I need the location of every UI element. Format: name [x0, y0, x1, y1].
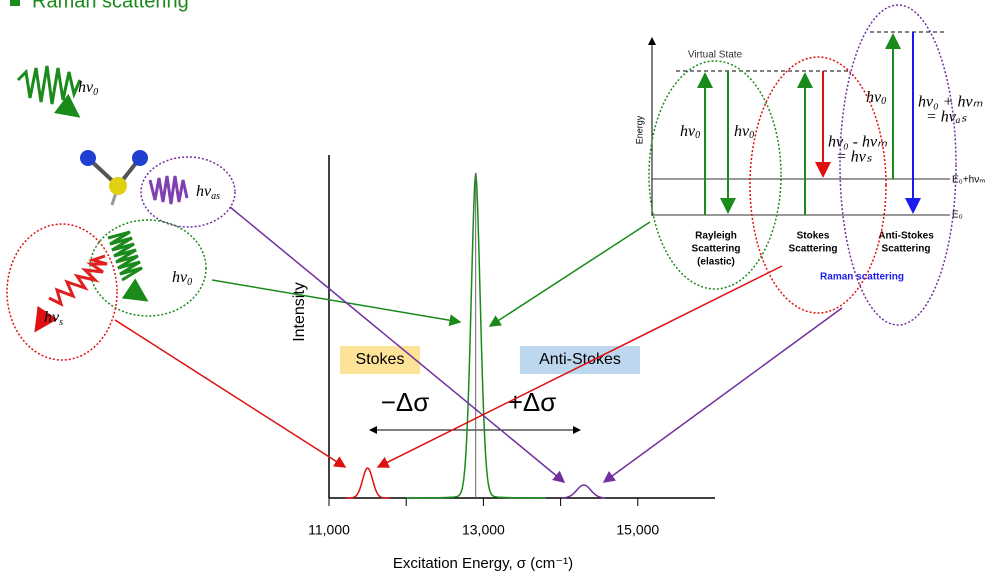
peak [561, 484, 606, 499]
hv: hν [44, 309, 60, 326]
anti-stokes-circle [140, 156, 236, 228]
rayleigh-wave [107, 230, 143, 282]
minus-shift: −Δσ [381, 387, 430, 417]
formula: hν₀ + hνₘ [918, 94, 983, 111]
hv: hν [196, 183, 212, 200]
caption: (elastic) [697, 257, 735, 268]
stokes-circle [6, 223, 118, 361]
rayleigh-circle [89, 219, 207, 317]
stokes-arrow [34, 305, 58, 333]
incident-label: hν0 [78, 79, 98, 99]
plus-shift: +Δσ [508, 387, 557, 417]
caption: Scattering [692, 244, 741, 255]
caption: Stokes [797, 231, 830, 242]
formula: = hνₐₛ [926, 109, 968, 126]
level-label: E₀+hνₘ [952, 175, 985, 186]
connector [114, 319, 347, 468]
hv-sub: 0 [93, 87, 98, 98]
hv-label: hν0 [734, 123, 754, 142]
peak [345, 467, 390, 499]
stokes-wave [48, 254, 108, 307]
hv-sub: 0 [695, 130, 700, 141]
anti-stokes-box [520, 346, 640, 374]
connector [211, 279, 462, 327]
stokes-box [340, 346, 420, 374]
connector [229, 206, 566, 483]
incident-wave [16, 65, 82, 105]
y-axis-label: Intensity [291, 282, 308, 342]
formula: = hνₛ [836, 149, 873, 166]
energy-diagram: Energy Virtual State E₀+hνₘ E₀ hν0 hν0 h… [634, 4, 985, 326]
hv-sub: 0 [881, 96, 886, 107]
hv-sub: 0 [187, 277, 192, 288]
stokes-label: hνs [44, 309, 63, 329]
hv: hν [866, 89, 882, 106]
hv: hν [78, 79, 94, 96]
title: Raman scattering [32, 0, 189, 12]
connector [376, 265, 783, 468]
stokes-label: Stokes [356, 351, 405, 368]
rayleigh-circle [648, 60, 782, 290]
caption: Scattering [882, 244, 931, 255]
spectrum: Intensity Excitation Energy, σ (cm⁻¹) St… [291, 155, 715, 572]
x-tick-label: 15,000 [616, 522, 659, 538]
anti-stokes-circle [839, 4, 957, 326]
hv-sub: 0 [749, 130, 754, 141]
hv-label: hν0 [866, 89, 886, 108]
hv: hν [680, 123, 696, 140]
rayleigh-arrow [121, 278, 149, 302]
atom [80, 150, 96, 166]
hv-label: hν0 [680, 123, 700, 142]
formula: hν₀ - hνₘ [828, 134, 887, 151]
atom [132, 150, 148, 166]
x-tick-label: 13,000 [462, 522, 505, 538]
x-axis-label: Excitation Energy, σ (cm⁻¹) [393, 555, 573, 572]
anti-stokes-wave [148, 175, 189, 205]
anti-stokes-label: hνas [196, 183, 220, 203]
atom [109, 177, 127, 195]
level-label: E₀ [952, 210, 963, 221]
caption: Anti-Stokes [878, 231, 934, 242]
incident-arrow [53, 93, 81, 118]
caption: Scattering [789, 244, 838, 255]
virtual-state-label: Virtual State [688, 50, 743, 61]
x-tick-label: 11,000 [308, 522, 350, 538]
anti-stokes-label: Anti-Stokes [539, 351, 621, 368]
hv-sub: s [59, 317, 63, 328]
connector [602, 307, 843, 483]
rayleigh-label: hν0 [172, 269, 192, 289]
stokes-circle [749, 56, 887, 314]
hv: hν [734, 123, 750, 140]
bullet [10, 0, 20, 6]
caption: Raman scattering [820, 272, 904, 283]
connector [488, 221, 651, 327]
hv: hν [172, 269, 188, 286]
hv-sub: as [211, 191, 220, 202]
caption: Rayleigh [695, 231, 737, 242]
energy-label: Energy [634, 115, 644, 144]
